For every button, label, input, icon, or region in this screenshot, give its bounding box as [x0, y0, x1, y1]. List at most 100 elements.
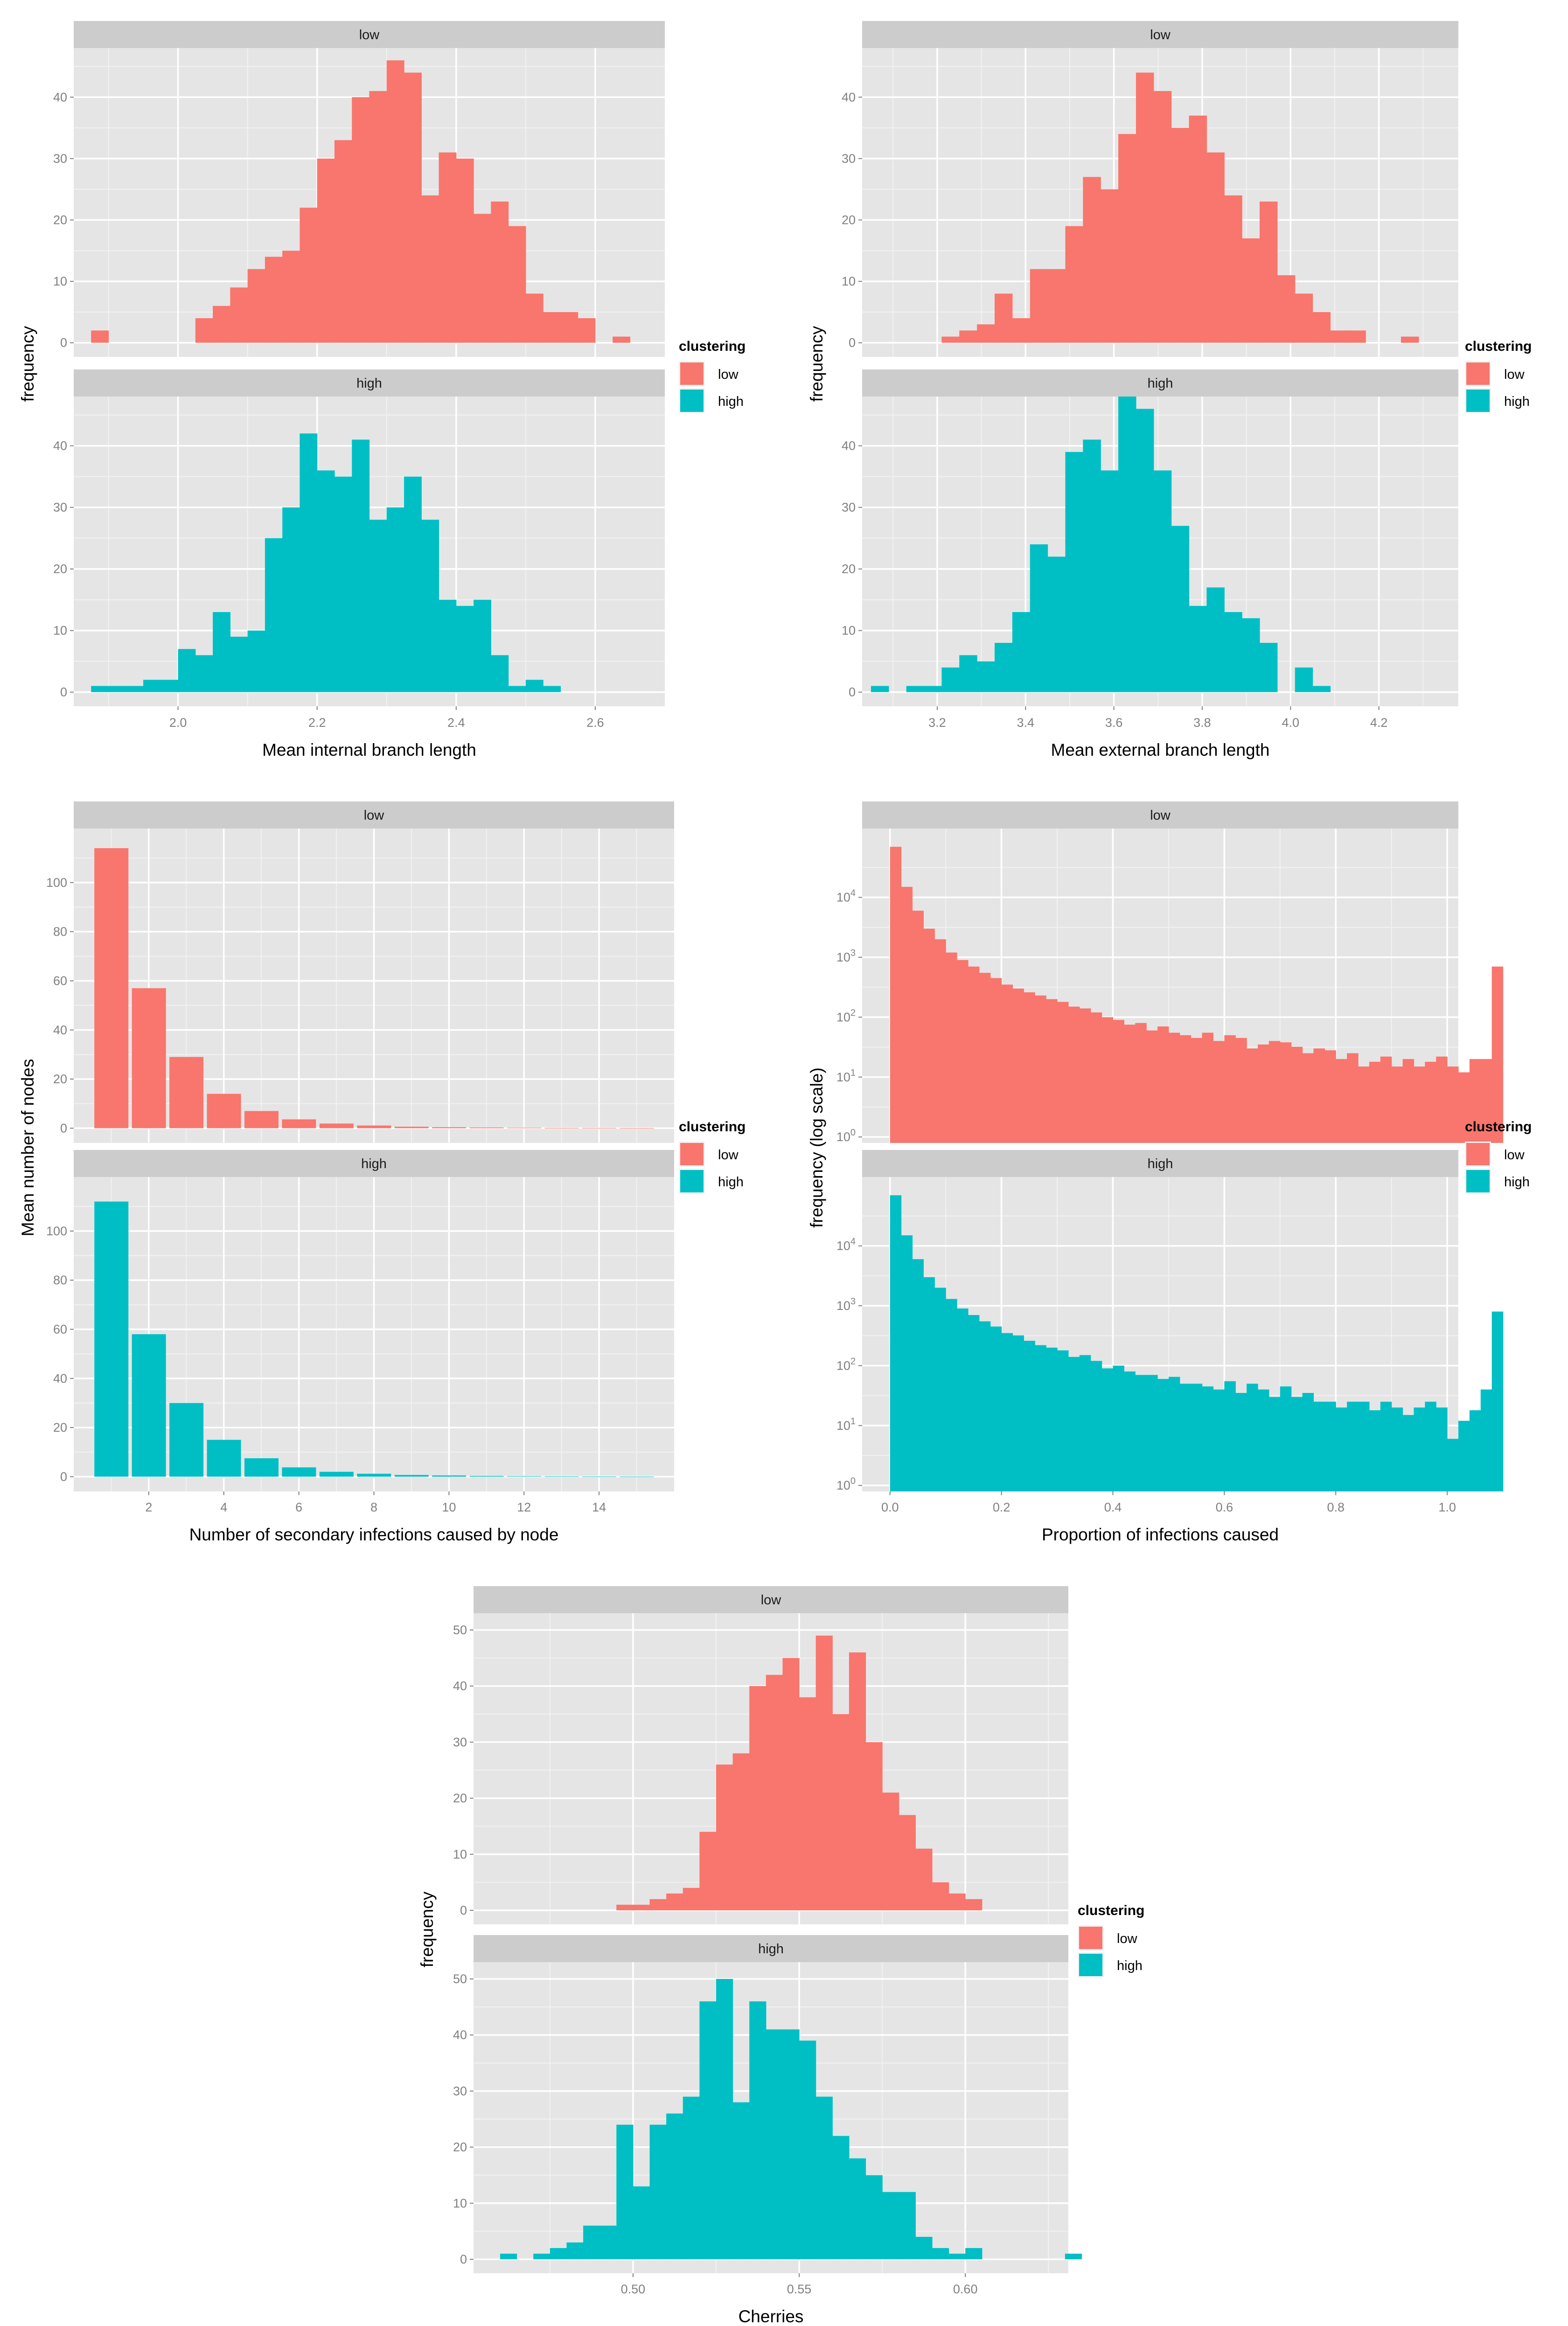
y-tick-label: 30 [453, 1735, 467, 1749]
bar [934, 939, 946, 1143]
bar [317, 470, 335, 692]
bar [1280, 1386, 1292, 1491]
bar [732, 1753, 750, 1910]
bar [1258, 1389, 1269, 1491]
y-axis-title: frequency [18, 326, 37, 402]
facet-strip [862, 1150, 1458, 1177]
bar [946, 952, 957, 1143]
bar [815, 2096, 833, 2259]
bar [832, 1714, 850, 1910]
bar [890, 847, 902, 1143]
bar [1302, 1393, 1314, 1491]
bar [1113, 1365, 1124, 1491]
bar [948, 2253, 966, 2259]
y-tick-base: 10 [836, 1239, 850, 1253]
y-tick-exponent: 2 [850, 1008, 856, 1018]
bar [125, 686, 144, 692]
bar [815, 1636, 833, 1910]
bar [1189, 606, 1207, 692]
bar [543, 686, 561, 692]
bar [716, 1979, 733, 2259]
bar [1291, 1397, 1303, 1491]
x-axis-title: Number of secondary infections caused by… [189, 1525, 559, 1544]
x-tick-label: 4 [220, 1500, 227, 1514]
bar [369, 91, 387, 343]
bar [169, 1057, 204, 1128]
y-tick-label: 60 [53, 974, 67, 988]
bar [1224, 1035, 1236, 1143]
bar [404, 72, 422, 343]
facet-strip [862, 21, 1458, 48]
bar [1090, 1012, 1102, 1143]
chart-5: low 0 10 20 30 40 50 high 0 10 20 30 40 50 0.50 0.55 0.6… [418, 1586, 1144, 2326]
bar [959, 330, 977, 343]
y-tick-base: 10 [836, 1478, 850, 1492]
y-tick-label: 30 [842, 501, 856, 515]
bar [1206, 152, 1225, 343]
bar [1157, 1026, 1169, 1143]
legend-title: clustering [1465, 1119, 1532, 1135]
bar [1213, 1041, 1225, 1143]
y-tick-label: 103 [836, 948, 856, 964]
y-axis-title: frequency [418, 1891, 437, 1967]
bar [1480, 1059, 1492, 1143]
bar [1224, 195, 1242, 343]
bar [94, 1201, 129, 1477]
bar [649, 1899, 667, 1910]
x-axis-title: Cherries [739, 2307, 804, 2326]
bar [1291, 1046, 1303, 1143]
bar [213, 306, 230, 343]
bar [230, 287, 248, 343]
legend-label-high: high [718, 1175, 744, 1190]
facet-strip-label: low [364, 808, 385, 823]
bar [1213, 1389, 1225, 1491]
bar [1480, 1389, 1492, 1491]
x-tick-label: 12 [517, 1500, 531, 1514]
bar [1046, 1347, 1058, 1491]
x-tick-label: 2.0 [169, 716, 187, 730]
bar [500, 2253, 517, 2259]
bar [1171, 128, 1190, 343]
bar [195, 318, 213, 343]
bar [1068, 1357, 1080, 1491]
legend-swatch-high [1079, 1954, 1102, 1976]
bar [865, 2175, 883, 2259]
bar [849, 1652, 866, 1910]
bar [1268, 1397, 1281, 1491]
bar [282, 1119, 316, 1128]
bar [1358, 1401, 1370, 1491]
bar [890, 1195, 902, 1491]
bar [915, 2236, 933, 2259]
bar [1469, 1059, 1481, 1143]
bar [1136, 72, 1154, 343]
bar [1118, 134, 1136, 343]
bar [357, 1125, 391, 1128]
x-tick-label: 0.0 [881, 1500, 899, 1514]
facet-strip-label: high [361, 1156, 387, 1171]
bar [965, 2248, 983, 2259]
legend-swatch-low [680, 362, 704, 385]
bar [334, 140, 352, 343]
bar [1414, 1066, 1425, 1143]
bar [1436, 1407, 1448, 1491]
y-tick-exponent: 1 [850, 1068, 856, 1078]
bar [282, 251, 300, 343]
legend-title: clustering [1465, 339, 1532, 354]
bar [990, 1326, 1002, 1491]
bar [1369, 1410, 1381, 1491]
bar [352, 439, 370, 692]
y-tick-label: 10 [842, 274, 856, 288]
bar [394, 1475, 429, 1477]
bar [906, 686, 925, 692]
bar [582, 1476, 616, 1477]
y-tick-label: 0 [849, 685, 856, 699]
bar [1136, 409, 1154, 692]
bar [1168, 1032, 1180, 1143]
bar [799, 2040, 816, 2259]
legend-swatch-high [680, 1170, 704, 1192]
bar [282, 1467, 316, 1477]
bar [300, 208, 318, 343]
bar [1402, 1059, 1415, 1143]
legend: clustering low high [1078, 1903, 1144, 1978]
